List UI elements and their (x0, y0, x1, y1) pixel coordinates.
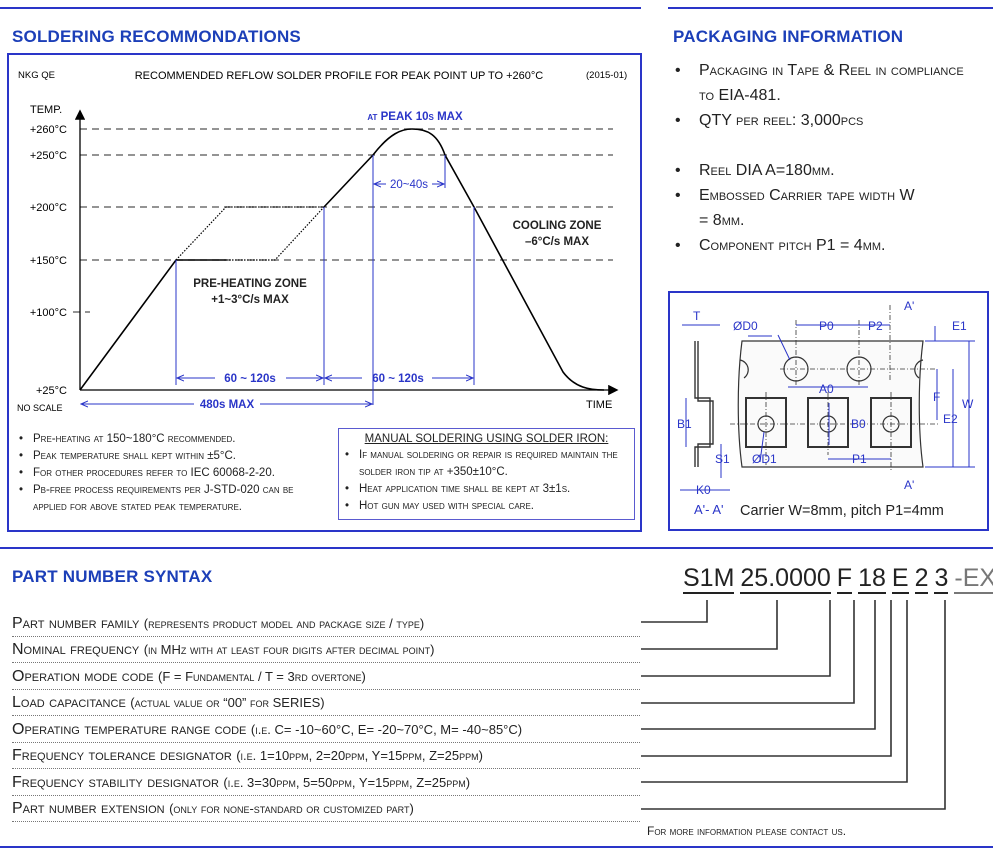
connector-mode (641, 600, 831, 677)
top-rule-right (668, 7, 993, 9)
connector-family (641, 600, 708, 623)
connector-temp (641, 600, 876, 730)
contact-footer: For more information please contact us. (647, 824, 847, 838)
manual-soldering-title: MANUAL SOLDERING USING SOLDER IRON: (364, 433, 609, 445)
pn-segment-tolerance: 2 (914, 564, 929, 594)
connector-extension (641, 600, 946, 810)
pn-row-temperature: Operating temperature range code (i.e. C… (12, 717, 640, 743)
note-item: • For other procedures refer to IEC 60068… (19, 467, 275, 479)
note-item: • Peak temperature shall kept within ±5°C… (19, 450, 236, 462)
part-number-title: PART NUMBER SYNTAX (12, 567, 213, 586)
connector-stability (641, 600, 908, 783)
manual-item: • Heat application time shall be kept at … (345, 483, 571, 495)
section-divider (0, 547, 993, 549)
packaging-item: • Reel DIA A=180mm. (675, 162, 835, 179)
note-item: • Pb-free process requirements per J-STD-… (19, 484, 294, 513)
connector-load (641, 600, 855, 704)
packaging-item: • QTY per reel: 3,000pcs (675, 112, 864, 129)
manual-soldering-box: MANUAL SOLDERING USING SOLDER IRON: • If … (338, 428, 635, 520)
pn-row-mode: Operation mode code (F = Fundamental / T… (12, 664, 640, 690)
pn-row-family: Part number family (represents product m… (12, 611, 640, 637)
pn-row-tolerance: Frequency tolerance designator (i.e. 1=1… (12, 743, 640, 769)
pn-segment-family: S1M (683, 564, 735, 594)
connector-tolerance (641, 600, 892, 757)
pn-segment-mode: F (836, 564, 853, 594)
pn-segment-load: 18 (858, 564, 886, 594)
pn-row-extension: Part number extension (only for none-sta… (12, 796, 640, 822)
part-number-example: S1M 25.0000 F 18 E 2 3 -EXT (683, 564, 993, 594)
note-item: • Pre-heating at 150~180°C recommended. (19, 433, 236, 445)
pn-row-frequency: Nominal frequency (in MHz with at least … (12, 637, 640, 663)
connector-frequency (641, 600, 778, 650)
manual-item: • Hot gun may used with special care. (345, 500, 534, 512)
packaging-title: PACKAGING INFORMATION (673, 27, 904, 46)
tape-diagram-panel (668, 291, 989, 531)
packaging-item: • Embossed Carrier tape width W = 8mm. (675, 187, 915, 229)
pn-row-stability: Frequency stability designator (i.e. 3=3… (12, 770, 640, 796)
manual-item: • If manual soldering or repair is requir… (345, 449, 618, 478)
packaging-list: • Packaging in Tape & Reel in compliance … (673, 58, 973, 258)
pn-segment-extension: -EXT (954, 564, 993, 594)
top-rule-left (0, 7, 641, 9)
soldering-notes: • Pre-heating at 150~180°C recommended. •… (19, 431, 329, 516)
pn-row-load: Load capacitance (actual value or “00” f… (12, 690, 640, 716)
soldering-title: SOLDERING RECOMMONDATIONS (12, 27, 301, 46)
manual-soldering-list: • If manual soldering or repair is requir… (345, 447, 628, 515)
pn-segment-frequency: 25.0000 (740, 564, 831, 594)
pn-segment-stability: 3 (934, 564, 949, 594)
packaging-item: • Component pitch P1 = 4mm. (675, 237, 886, 254)
soldering-panel (7, 53, 642, 532)
bottom-rule (0, 846, 993, 848)
pn-segment-temp: E (891, 564, 909, 594)
packaging-item: • Packaging in Tape & Reel in compliance … (675, 62, 964, 104)
